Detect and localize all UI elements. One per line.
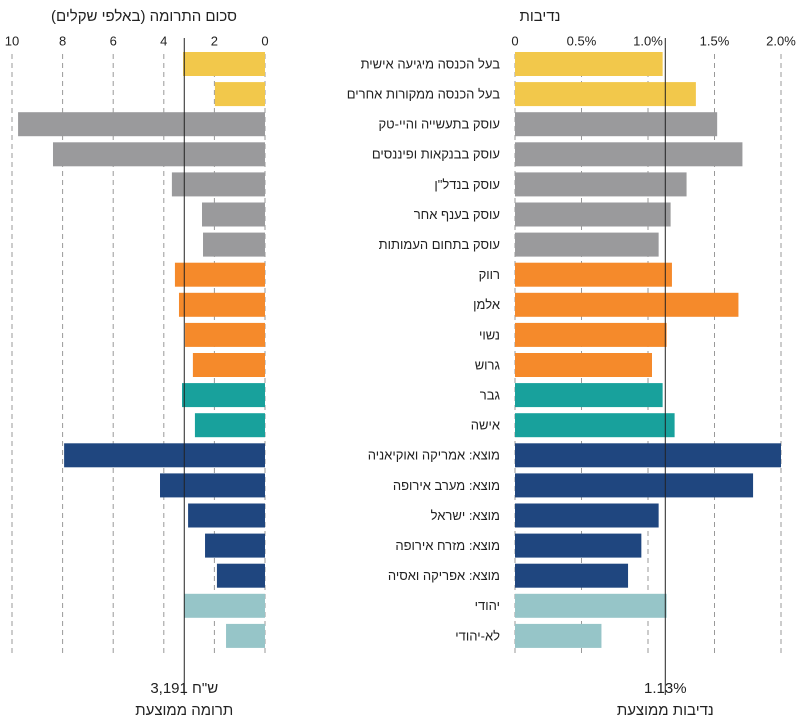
category-label: יהודי	[475, 598, 500, 613]
bar	[171, 172, 265, 197]
bar	[205, 533, 265, 558]
bar	[183, 52, 265, 76]
bar	[18, 112, 265, 137]
bar	[515, 142, 743, 167]
bar	[515, 563, 629, 588]
bar	[184, 593, 265, 618]
x-tick-label: 0	[511, 33, 518, 48]
category-label: רווק	[479, 267, 500, 282]
x-tick-label: 2	[211, 33, 218, 48]
bar	[515, 443, 781, 468]
bar	[515, 533, 642, 558]
x-tick-label: 0	[261, 33, 268, 48]
category-label: גבר	[480, 388, 501, 403]
bar	[214, 82, 265, 107]
category-label: מוצא: מזרח אירופה	[395, 538, 500, 553]
average-value: 1.13%	[644, 680, 687, 697]
category-label: אלמן	[473, 297, 500, 312]
bar	[226, 623, 265, 648]
bar	[515, 593, 667, 618]
category-label: עוסק בענף אחר	[414, 207, 500, 222]
bar	[515, 413, 675, 438]
bar	[52, 142, 266, 167]
category-label: בעל הכנסה מיגיעה אישית	[361, 56, 501, 71]
category-label: עוסק בתעשייה והיי-טק	[378, 117, 500, 132]
bar	[182, 383, 265, 408]
bar	[515, 292, 739, 317]
category-label: מוצא: אפריקה ואסיה	[388, 568, 500, 583]
bar	[515, 82, 696, 107]
bar	[188, 503, 265, 528]
bar	[160, 473, 265, 498]
category-label: גרוש	[475, 357, 501, 372]
bar	[185, 322, 265, 347]
category-label: נשוי	[479, 327, 500, 342]
bar	[194, 413, 265, 438]
bar	[178, 292, 265, 317]
category-label: לא-יהודי	[455, 628, 500, 643]
bar	[174, 262, 265, 287]
bar	[515, 503, 659, 528]
bar	[515, 322, 667, 347]
x-tick-label: 1.0%	[633, 33, 663, 48]
x-tick-label: 10	[5, 33, 19, 48]
x-tick-label: 6	[110, 33, 117, 48]
category-label: מוצא: מערב אירופה	[393, 478, 500, 493]
category-label: בעל הכנסה ממקורות אחרים	[347, 87, 500, 102]
average-label: נדיבות ממוצעת	[617, 702, 714, 719]
bar	[515, 172, 687, 197]
bar	[203, 232, 265, 257]
average-label: תרומה ממוצעת	[135, 702, 233, 719]
x-tick-label: 0.5%	[567, 33, 597, 48]
x-tick-label: 2.0%	[766, 33, 796, 48]
bar	[515, 353, 652, 377]
category-label: מוצא: ישראל	[431, 508, 500, 523]
x-tick-label: 8	[59, 33, 66, 48]
bar	[216, 563, 265, 588]
bar	[515, 383, 663, 408]
category-label: עוסק בנדל"ן	[434, 177, 500, 192]
bar	[202, 202, 265, 227]
category-label: מוצא: אמריקה ואוקיאניה	[368, 448, 500, 463]
x-tick-label: 1.5%	[700, 33, 730, 48]
bar	[515, 262, 672, 287]
bar	[515, 52, 663, 76]
category-label: אישה	[471, 418, 500, 433]
x-tick-label: 4	[160, 33, 167, 48]
bar	[515, 623, 602, 648]
panel-title: נדיבות	[520, 8, 561, 25]
bar	[64, 443, 265, 468]
category-label: עוסק בתחום העמותות	[379, 237, 500, 252]
category-label: עוסק בבנקאות ופיננסים	[372, 147, 500, 162]
bar	[515, 473, 754, 498]
bar	[515, 202, 671, 227]
bar	[192, 353, 265, 377]
bar	[515, 232, 659, 257]
bar	[515, 112, 718, 137]
panel-title: סכום התרומה (באלפי שקלים)	[51, 8, 237, 25]
average-value: 3,191 ש"ח	[150, 680, 218, 697]
